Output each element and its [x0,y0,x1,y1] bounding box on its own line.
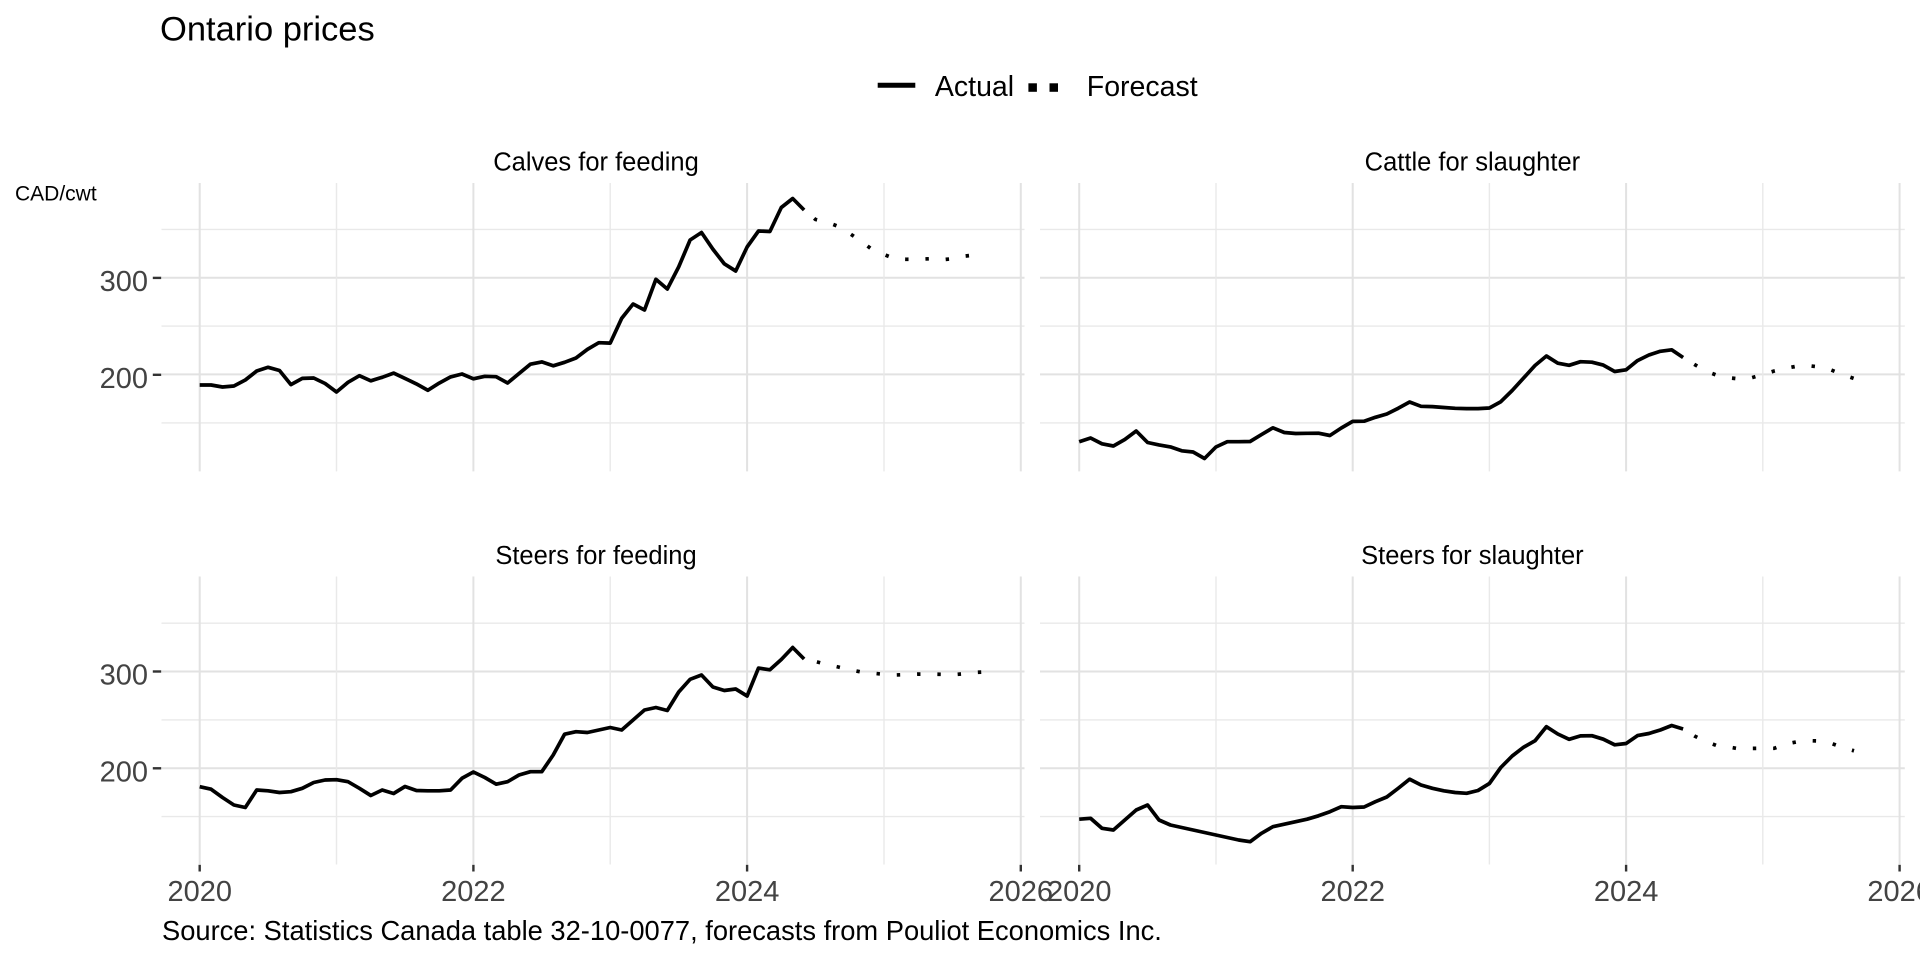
svg-text:2020: 2020 [167,876,232,908]
svg-text:2026: 2026 [989,876,1054,908]
svg-text:2022: 2022 [1320,876,1385,908]
svg-text:2022: 2022 [441,876,506,908]
svg-text:200: 200 [100,363,148,395]
svg-text:200: 200 [100,756,148,788]
svg-text:2026: 2026 [1867,876,1920,908]
svg-text:2024: 2024 [715,876,780,908]
svg-text:CAD/cwt: CAD/cwt [15,182,97,205]
svg-text:Actual: Actual [935,71,1014,103]
svg-text:Cattle for slaughter: Cattle for slaughter [1365,149,1581,177]
svg-text:Ontario prices: Ontario prices [160,11,375,49]
svg-text:2024: 2024 [1594,876,1659,908]
svg-text:300: 300 [100,660,148,692]
svg-text:Steers for feeding: Steers for feeding [495,542,696,570]
svg-text:2020: 2020 [1047,876,1112,908]
svg-text:Calves for feeding: Calves for feeding [493,149,699,177]
svg-text:Steers for slaughter: Steers for slaughter [1361,542,1584,570]
svg-text:300: 300 [100,266,148,298]
svg-text:Source: Statistics Canada tabl: Source: Statistics Canada table 32-10-00… [162,915,1162,946]
svg-text:Forecast: Forecast [1087,71,1198,103]
